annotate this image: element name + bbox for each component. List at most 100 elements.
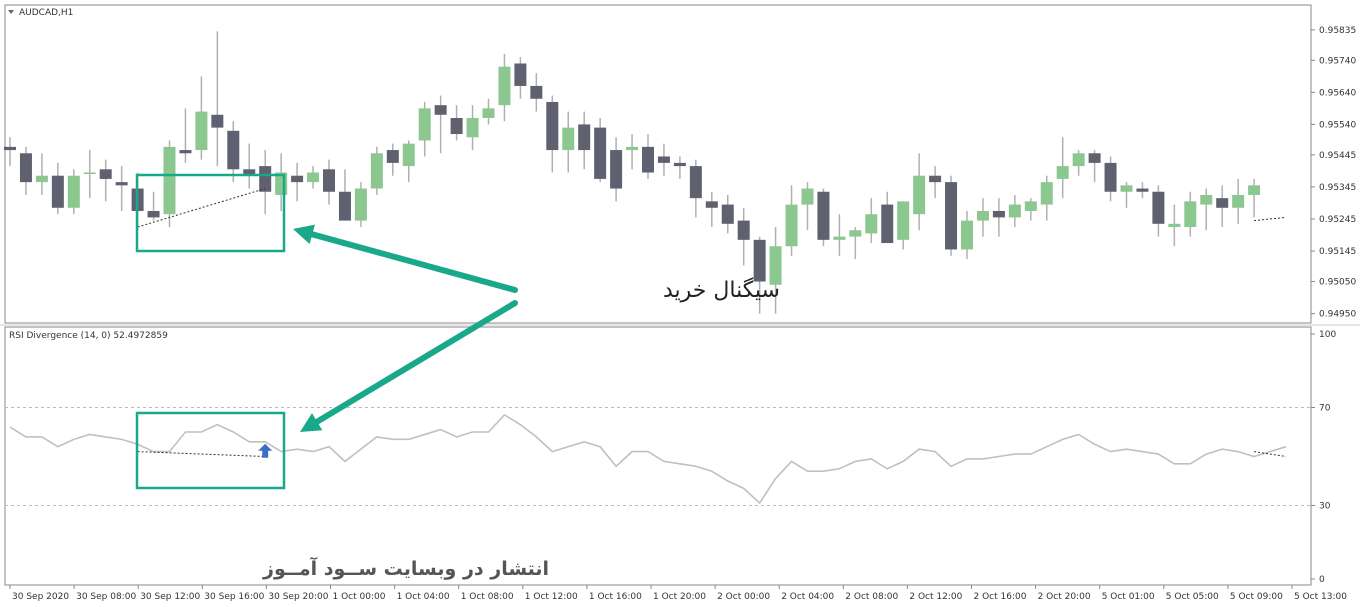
candle	[259, 150, 272, 215]
candle	[466, 105, 479, 151]
candle	[961, 210, 973, 260]
candle-body	[594, 127, 607, 179]
candle	[1024, 198, 1037, 221]
candle-body	[1136, 188, 1149, 192]
candle-body	[291, 175, 304, 183]
candle-body	[163, 146, 176, 215]
candle-body	[689, 166, 702, 199]
buy-arrow-icon	[258, 443, 273, 458]
candle	[35, 153, 48, 195]
candle-body	[721, 204, 734, 224]
candle-body	[992, 210, 1005, 218]
candle-body	[51, 175, 64, 208]
candle-body	[115, 182, 128, 186]
x-tick-label: 5 Oct 13:00	[1294, 592, 1347, 602]
candle	[450, 105, 463, 141]
candle-body	[961, 220, 973, 250]
candle	[195, 76, 208, 160]
candle	[1200, 188, 1213, 231]
x-tick-label: 1 Oct 20:00	[653, 592, 706, 602]
candle	[1120, 182, 1133, 208]
rsi-divergence-line	[1254, 451, 1287, 457]
candle-body	[1232, 194, 1245, 208]
candle-body	[195, 111, 208, 151]
candle	[1216, 185, 1229, 228]
candle-body	[1168, 223, 1181, 228]
candle-body	[881, 204, 894, 244]
candle	[721, 194, 734, 234]
buy-arrow-shape	[258, 443, 273, 458]
candle-body	[913, 175, 926, 215]
candle-body	[929, 175, 942, 183]
arrow-to-price-box	[293, 224, 518, 293]
candle	[1072, 150, 1085, 176]
candle-body	[179, 150, 192, 154]
candle	[514, 57, 527, 99]
candle	[610, 137, 623, 202]
candle	[243, 143, 256, 189]
candle-body	[642, 146, 654, 173]
candle	[530, 73, 543, 112]
candle-body	[307, 172, 320, 183]
candle-body	[498, 66, 511, 106]
candle	[275, 153, 288, 211]
candle-body	[354, 188, 367, 221]
candle	[753, 236, 766, 314]
candle-body	[482, 108, 495, 118]
candle	[1136, 182, 1149, 199]
candle	[1056, 137, 1069, 199]
candle	[594, 118, 607, 183]
candle	[179, 108, 192, 163]
candle-body	[530, 85, 543, 99]
candle	[99, 159, 112, 202]
candle-body	[1120, 185, 1133, 192]
candle-body	[673, 162, 686, 167]
candle	[642, 134, 654, 179]
candle-body	[4, 146, 16, 151]
candle	[897, 201, 910, 250]
collapse-triangle-icon	[8, 10, 14, 14]
x-tick-label: 2 Oct 00:00	[717, 592, 770, 602]
candle-body	[434, 105, 447, 115]
price-tick-label: 0.95640	[1319, 88, 1356, 98]
candle-body	[418, 108, 431, 141]
arrow-to-rsi-box	[300, 300, 518, 432]
rsi-tick-label: 30	[1319, 502, 1331, 512]
candle-body	[626, 146, 639, 151]
candle-body	[769, 246, 782, 285]
rsi-tick-label: 70	[1319, 404, 1331, 414]
candle-body	[370, 153, 383, 189]
candle	[801, 182, 814, 231]
candle-body	[227, 130, 240, 170]
candle	[705, 191, 718, 228]
candle	[147, 191, 160, 221]
candle	[19, 146, 32, 195]
candle	[323, 159, 335, 205]
x-tick-label: 1 Oct 12:00	[525, 592, 578, 602]
candle	[562, 111, 575, 173]
candle	[913, 153, 926, 231]
candle-body	[1088, 153, 1101, 163]
candle	[945, 175, 958, 256]
candle	[498, 53, 511, 122]
candle	[1104, 156, 1117, 202]
x-tick-label: 2 Oct 16:00	[974, 592, 1027, 602]
price-tick-label: 0.95835	[1319, 26, 1356, 36]
candle	[354, 182, 367, 228]
candle	[785, 185, 798, 256]
candle	[992, 198, 1005, 237]
candle-body	[402, 143, 415, 167]
candle-body	[19, 153, 32, 183]
candle-body	[99, 169, 112, 179]
rsi-chart-title: RSI Divergence (14, 0) 52.4972859	[9, 331, 168, 341]
candle	[1152, 185, 1165, 237]
candle-body	[147, 210, 160, 218]
arrow-head	[293, 224, 315, 244]
x-tick-label: 1 Oct 08:00	[461, 592, 514, 602]
x-tick-label: 30 Sep 20:00	[268, 592, 328, 602]
x-tick-label: 30 Sep 16:00	[204, 592, 264, 602]
candle	[849, 227, 862, 260]
candle-body	[801, 188, 814, 205]
x-tick-label: 5 Oct 05:00	[1166, 592, 1219, 602]
candle-body	[610, 150, 623, 189]
